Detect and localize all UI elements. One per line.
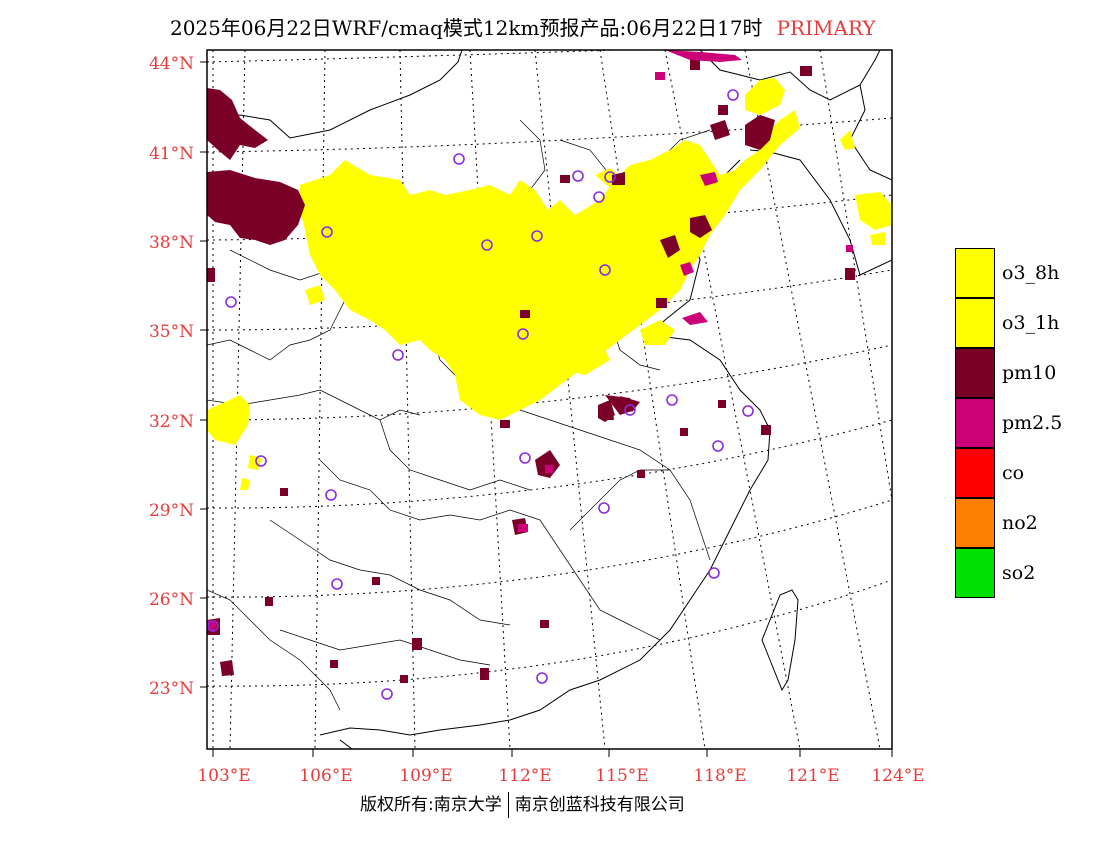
station-markers — [207, 89, 754, 700]
legend-label: pm2.5 — [1002, 412, 1063, 434]
map-title-main: 2025年06月22日WRF/cmaq模式12km预报产品:06月22日17时 — [170, 16, 763, 40]
station-marker — [604, 171, 616, 183]
map-title: 2025年06月22日WRF/cmaq模式12km预报产品:06月22日17时 P… — [170, 12, 876, 41]
legend-swatch — [955, 248, 995, 298]
station-marker — [453, 153, 465, 165]
station-marker — [207, 620, 219, 632]
legend-swatch — [955, 498, 995, 548]
lon-label: 115°E — [595, 766, 648, 786]
legend-swatch — [955, 548, 995, 598]
station-marker — [321, 226, 333, 238]
lat-label: 35°N — [149, 322, 194, 342]
lat-label: 41°N — [149, 144, 194, 164]
lat-label: 44°N — [149, 54, 194, 74]
credit-left: 版权所有:南京大学 — [360, 795, 502, 815]
o3-region — [207, 78, 892, 490]
pm10-region — [207, 60, 855, 683]
station-marker — [392, 349, 404, 361]
station-marker — [519, 452, 531, 464]
legend-swatch — [955, 398, 995, 448]
lon-label: 109°E — [399, 766, 452, 786]
lon-label: 121°E — [786, 766, 839, 786]
station-marker — [624, 404, 636, 416]
station-marker — [225, 296, 237, 308]
lat-label: 23°N — [149, 679, 194, 699]
lat-label: 32°N — [149, 412, 194, 432]
legend-label: pm10 — [1002, 362, 1057, 384]
station-marker — [381, 688, 393, 700]
credit-right: 南京创蓝科技有限公司 — [514, 795, 685, 815]
lon-label: 112°E — [498, 766, 551, 786]
tick-marks — [200, 61, 893, 757]
legend-label: no2 — [1002, 512, 1038, 534]
legend-swatch — [955, 448, 995, 498]
station-marker — [255, 455, 267, 467]
copyright-credit: 版权所有:南京大学 南京创蓝科技有限公司 — [360, 790, 685, 818]
map-background — [207, 50, 892, 749]
station-marker — [666, 394, 678, 406]
lon-label: 103°E — [197, 766, 250, 786]
lon-label: 124°E — [871, 766, 924, 786]
legend-label: o3_8h — [1002, 262, 1060, 284]
legend-swatch — [955, 348, 995, 398]
lat-label: 38°N — [149, 233, 194, 253]
station-marker — [598, 502, 610, 514]
station-marker — [572, 170, 584, 182]
station-marker — [599, 264, 611, 276]
station-marker — [708, 567, 720, 579]
legend-swatch — [955, 298, 995, 348]
map-frame — [206, 49, 893, 750]
lat-label: 26°N — [149, 590, 194, 610]
pm25-region — [207, 50, 853, 632]
station-marker — [517, 328, 529, 340]
station-marker — [712, 440, 724, 452]
legend-label: so2 — [1002, 562, 1036, 584]
credit-divider — [507, 792, 509, 818]
legend-label: co — [1002, 462, 1025, 484]
station-marker — [481, 239, 493, 251]
station-marker — [593, 191, 605, 203]
station-marker — [531, 230, 543, 242]
lat-label: 29°N — [149, 501, 194, 521]
latitude-labels: 44°N 41°N 38°N 35°N 32°N 29°N 26°N 23°N — [149, 54, 194, 699]
longitude-labels: 103°E 106°E 109°E 112°E 115°E 118°E 121°… — [197, 766, 924, 786]
lon-label: 106°E — [299, 766, 352, 786]
map-title-tag: PRIMARY — [776, 16, 876, 40]
station-marker — [331, 578, 343, 590]
station-marker — [325, 489, 337, 501]
legend-label: o3_1h — [1002, 312, 1060, 334]
station-marker — [742, 405, 754, 417]
lon-label: 118°E — [693, 766, 746, 786]
station-marker — [727, 89, 739, 101]
station-marker — [536, 672, 548, 684]
